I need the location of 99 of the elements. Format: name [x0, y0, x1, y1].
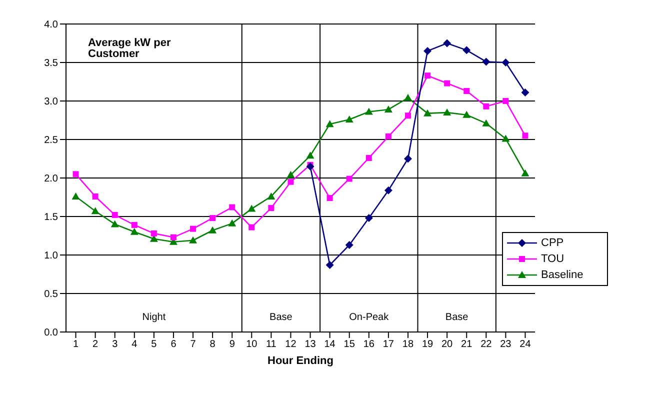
x-tick-label: 14 [324, 339, 336, 350]
point [92, 193, 98, 200]
point [462, 46, 471, 54]
x-tick-label: 18 [402, 339, 414, 350]
point [424, 46, 432, 55]
point [91, 207, 100, 214]
point [522, 132, 528, 139]
x-tick-label: 9 [229, 339, 236, 350]
point [364, 108, 373, 115]
point [384, 186, 392, 194]
point [72, 171, 79, 178]
point [424, 72, 431, 79]
point [131, 222, 138, 228]
point [229, 204, 236, 210]
point [521, 88, 530, 97]
point [130, 228, 138, 235]
point [521, 169, 530, 176]
point [444, 80, 450, 86]
point [464, 88, 470, 94]
x-tick-label: 21 [461, 339, 473, 350]
point [502, 134, 510, 142]
y-tick-label: 2.0 [44, 174, 58, 185]
x-tick-label: 7 [190, 339, 196, 350]
point [443, 108, 452, 116]
legend-label: TOU [541, 252, 564, 267]
point [404, 112, 411, 119]
y-tick-label: 1.0 [44, 250, 58, 262]
point [502, 98, 509, 104]
point [306, 162, 314, 170]
point [110, 220, 119, 228]
point [424, 109, 432, 116]
point [346, 176, 352, 182]
point [306, 152, 314, 159]
point [326, 261, 334, 270]
point [208, 226, 217, 234]
point [345, 240, 354, 249]
x-tick-label: 16 [363, 339, 375, 350]
annotation: On-Peak [349, 312, 390, 323]
y-tick-label: 4.0 [44, 20, 58, 31]
x-tick-label: 20 [442, 339, 454, 350]
y-tick-label: 0.5 [44, 289, 58, 300]
point [228, 219, 236, 226]
point [482, 119, 490, 126]
x-tick-label: 4 [132, 339, 138, 350]
x-tick-label: 15 [344, 339, 356, 350]
legend-label: CPP [541, 236, 564, 251]
point [150, 230, 157, 236]
point [248, 224, 255, 230]
x-tick-label: 13 [304, 339, 316, 350]
point [268, 205, 274, 212]
x-tick-label: 2 [92, 339, 99, 350]
x-tick-label: 19 [422, 339, 434, 350]
point [404, 154, 412, 163]
point [385, 133, 392, 140]
point [483, 103, 490, 110]
point [288, 178, 294, 185]
annotation: Base [445, 312, 469, 323]
point [112, 212, 118, 218]
point [326, 120, 334, 128]
y-tick-label: 3.0 [44, 96, 58, 108]
point [366, 154, 372, 161]
x-tick-label: 3 [112, 339, 118, 350]
point [267, 192, 276, 200]
point [482, 58, 490, 66]
point [384, 105, 392, 112]
annotation: Night [142, 312, 166, 323]
x-tick-label: 5 [151, 339, 158, 350]
point [404, 94, 412, 101]
x-tick-label: 23 [500, 339, 512, 350]
annotation: Base [270, 312, 293, 323]
x-tick-label: 1 [72, 339, 79, 350]
point [190, 226, 196, 232]
point [443, 39, 452, 48]
x-tick-label: 17 [382, 339, 394, 350]
x-tick-label: 8 [210, 339, 216, 350]
point [326, 195, 333, 202]
x-tick-label: 24 [520, 339, 532, 350]
x-tick-label: 12 [285, 339, 297, 350]
y-tick-label: 1.5 [44, 212, 58, 224]
point [364, 214, 373, 222]
y-tick-label: 3.5 [44, 58, 58, 70]
x-tick-label: 11 [266, 339, 277, 350]
point [72, 192, 80, 200]
y-tick-label: 0.0 [44, 328, 58, 339]
point [286, 170, 295, 178]
legend-label: Baseline [541, 268, 584, 283]
x-tick-label: 22 [480, 339, 492, 350]
point [248, 204, 256, 212]
point [189, 236, 198, 244]
x-tick-label: 10 [246, 339, 258, 350]
y-tick-label: 2.5 [44, 135, 58, 146]
x-axis-title: Hour Ending [268, 355, 334, 367]
point [502, 58, 510, 66]
point [210, 215, 216, 222]
point [170, 234, 176, 240]
point [462, 110, 471, 118]
point [345, 115, 354, 122]
y-axis-title: Average kW per Customer [88, 36, 172, 60]
x-tick-label: 6 [170, 339, 177, 350]
